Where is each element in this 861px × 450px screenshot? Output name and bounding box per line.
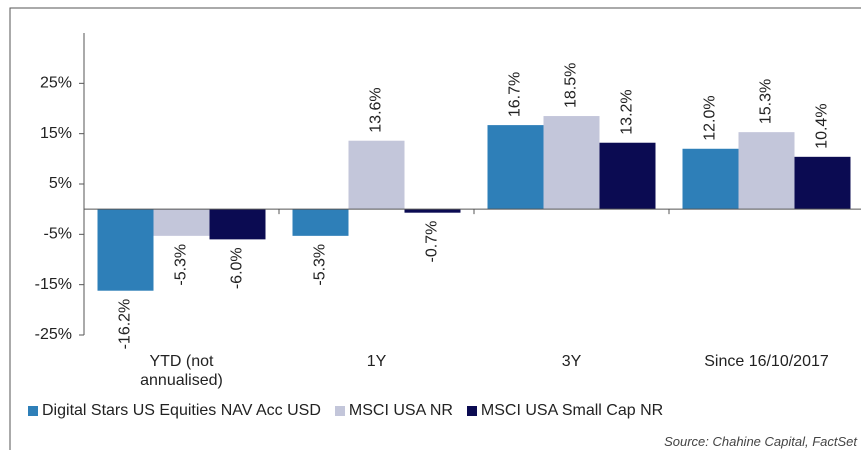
legend-swatch xyxy=(466,406,477,416)
value-label: 12.0% xyxy=(702,95,719,140)
y-tick-label: 15% xyxy=(40,125,72,142)
bar xyxy=(209,209,266,240)
value-label: 16.7% xyxy=(507,72,524,117)
source: Source: Chahine Capital, FactSet xyxy=(664,434,857,449)
x-tick-label: 1Y xyxy=(366,353,387,370)
y-tick-label: -5% xyxy=(44,226,72,243)
legend-item: Digital Stars US Equities NAV Acc USD xyxy=(28,402,321,420)
bar xyxy=(97,209,154,291)
value-label: -5.3% xyxy=(173,244,190,286)
bar xyxy=(738,132,795,210)
y-tick-label: -25% xyxy=(35,326,72,343)
value-label: -6.0% xyxy=(229,247,246,289)
x-tick-label: 3Y xyxy=(561,353,582,370)
legend-label: Digital Stars US Equities NAV Acc USD xyxy=(42,402,321,419)
legend-item: MSCI USA NR xyxy=(334,402,453,420)
bar xyxy=(404,209,461,213)
x-tick-label: Since 16/10/2017 xyxy=(704,353,829,370)
bar xyxy=(292,209,349,236)
value-label: 18.5% xyxy=(563,63,580,108)
legend-item: MSCI USA Small Cap NR xyxy=(466,402,664,420)
value-label: 13.2% xyxy=(619,89,636,134)
value-label: -16.2% xyxy=(117,299,134,350)
legend-swatch xyxy=(334,406,345,416)
legend: Digital Stars US Equities NAV Acc USD MSC… xyxy=(28,402,663,420)
y-tick-label: 5% xyxy=(49,175,72,192)
bar xyxy=(487,125,544,210)
bar xyxy=(153,209,210,236)
value-label: -5.3% xyxy=(312,244,329,286)
legend-label: MSCI USA Small Cap NR xyxy=(480,402,664,419)
legend-swatch xyxy=(28,406,38,416)
bar xyxy=(348,140,405,210)
value-label: 10.4% xyxy=(814,103,831,148)
x-tick-label: YTD (not annualised) xyxy=(140,353,223,389)
y-tick-label: -15% xyxy=(35,276,72,293)
legend-label: MSCI USA NR xyxy=(348,402,453,419)
bar xyxy=(543,116,600,210)
bar xyxy=(794,156,851,210)
frame xyxy=(9,7,861,450)
bar xyxy=(599,142,656,210)
value-label: 13.6% xyxy=(368,87,385,132)
value-label: -0.7% xyxy=(424,221,441,263)
y-tick-label: 25% xyxy=(40,75,72,92)
bar xyxy=(682,148,739,210)
value-label: 15.3% xyxy=(758,79,775,124)
